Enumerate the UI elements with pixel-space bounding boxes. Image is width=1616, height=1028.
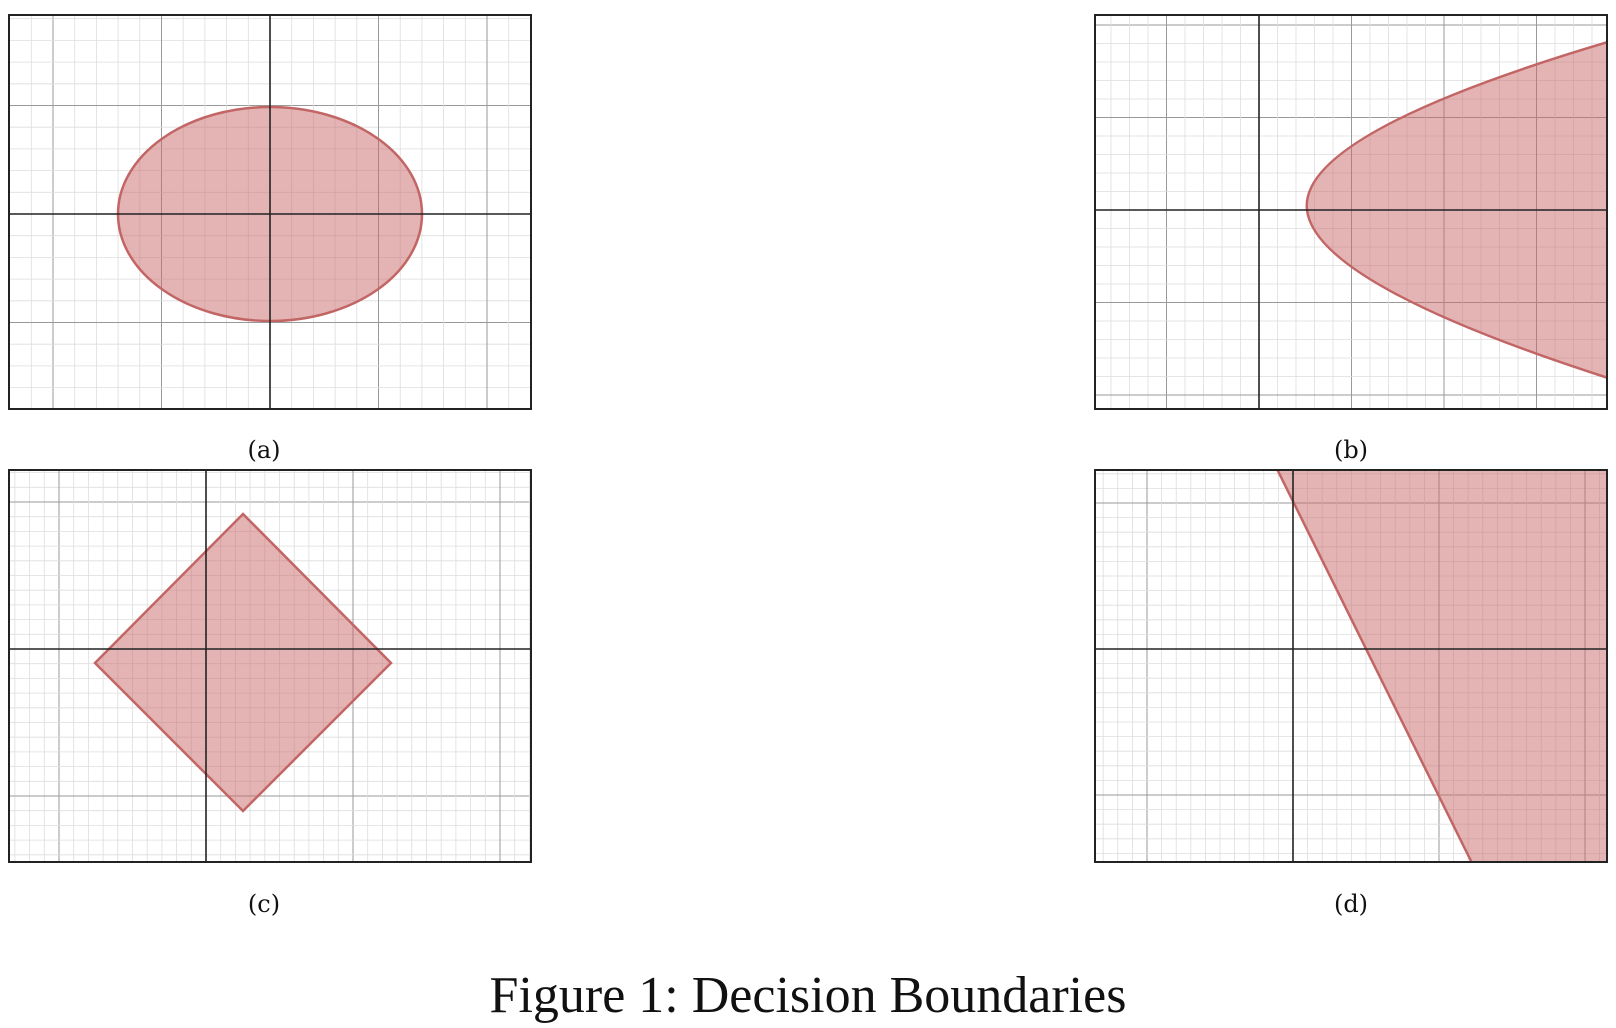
- panel-b: [1094, 14, 1608, 410]
- frame-b: [1094, 14, 1608, 410]
- panel-a: [8, 14, 532, 410]
- frame-c: [8, 469, 532, 863]
- plot-b: [1094, 14, 1608, 410]
- plot-d: [1094, 469, 1608, 863]
- diamond-region: [93, 512, 393, 813]
- frame-d: [1094, 469, 1608, 863]
- panel-c: [8, 469, 532, 863]
- plot-c: [8, 469, 532, 863]
- panel-d: [1094, 469, 1608, 863]
- subcaption-b: (b): [1333, 436, 1369, 464]
- subcaption-c: (c): [247, 890, 281, 918]
- frame-a: [8, 14, 532, 410]
- subcaption-a: (a): [247, 436, 281, 464]
- figure-caption: Figure 1: Decision Boundaries: [489, 967, 1127, 1024]
- half-plane-region: [1275, 469, 1608, 863]
- plot-a: [8, 14, 532, 410]
- subcaption-d: (d): [1333, 890, 1369, 918]
